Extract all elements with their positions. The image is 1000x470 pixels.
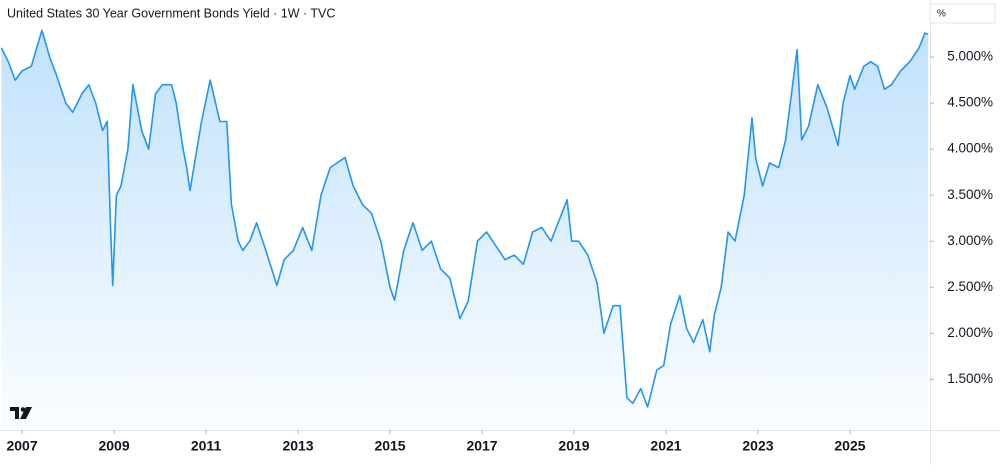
y-tick-label: 3.000%: [947, 233, 993, 248]
x-tick-label: 2017: [466, 438, 497, 454]
area-fill: [1, 30, 929, 431]
x-tick-label: 2013: [282, 438, 313, 454]
x-tick-label: 2025: [834, 438, 865, 454]
x-tick-label: 2021: [650, 438, 681, 454]
y-axis-unit: %: [937, 9, 946, 20]
y-tick-label: 2.000%: [947, 325, 993, 340]
plot-area: [0, 29, 929, 431]
yield-line: [0, 29, 929, 408]
x-tick-label: 2023: [742, 438, 773, 454]
x-tick-label: 2019: [558, 438, 589, 454]
x-tick-label: 2007: [6, 438, 37, 454]
y-tick-label: 3.500%: [947, 187, 993, 202]
tradingview-logo: [10, 407, 32, 419]
y-tick-label: 2.500%: [947, 279, 993, 294]
unit-box: [929, 3, 996, 24]
x-tick-label: 2015: [374, 438, 405, 454]
x-tick-label: 2009: [98, 438, 129, 454]
x-tick-label: 2011: [191, 438, 222, 454]
y-tick-label: 1.500%: [947, 371, 993, 386]
chart-title: United States 30 Year Government Bonds Y…: [7, 6, 335, 20]
y-tick-label: 5.000%: [947, 49, 993, 64]
y-tick-label: 4.500%: [947, 95, 993, 110]
y-tick-label: 4.000%: [947, 141, 993, 156]
